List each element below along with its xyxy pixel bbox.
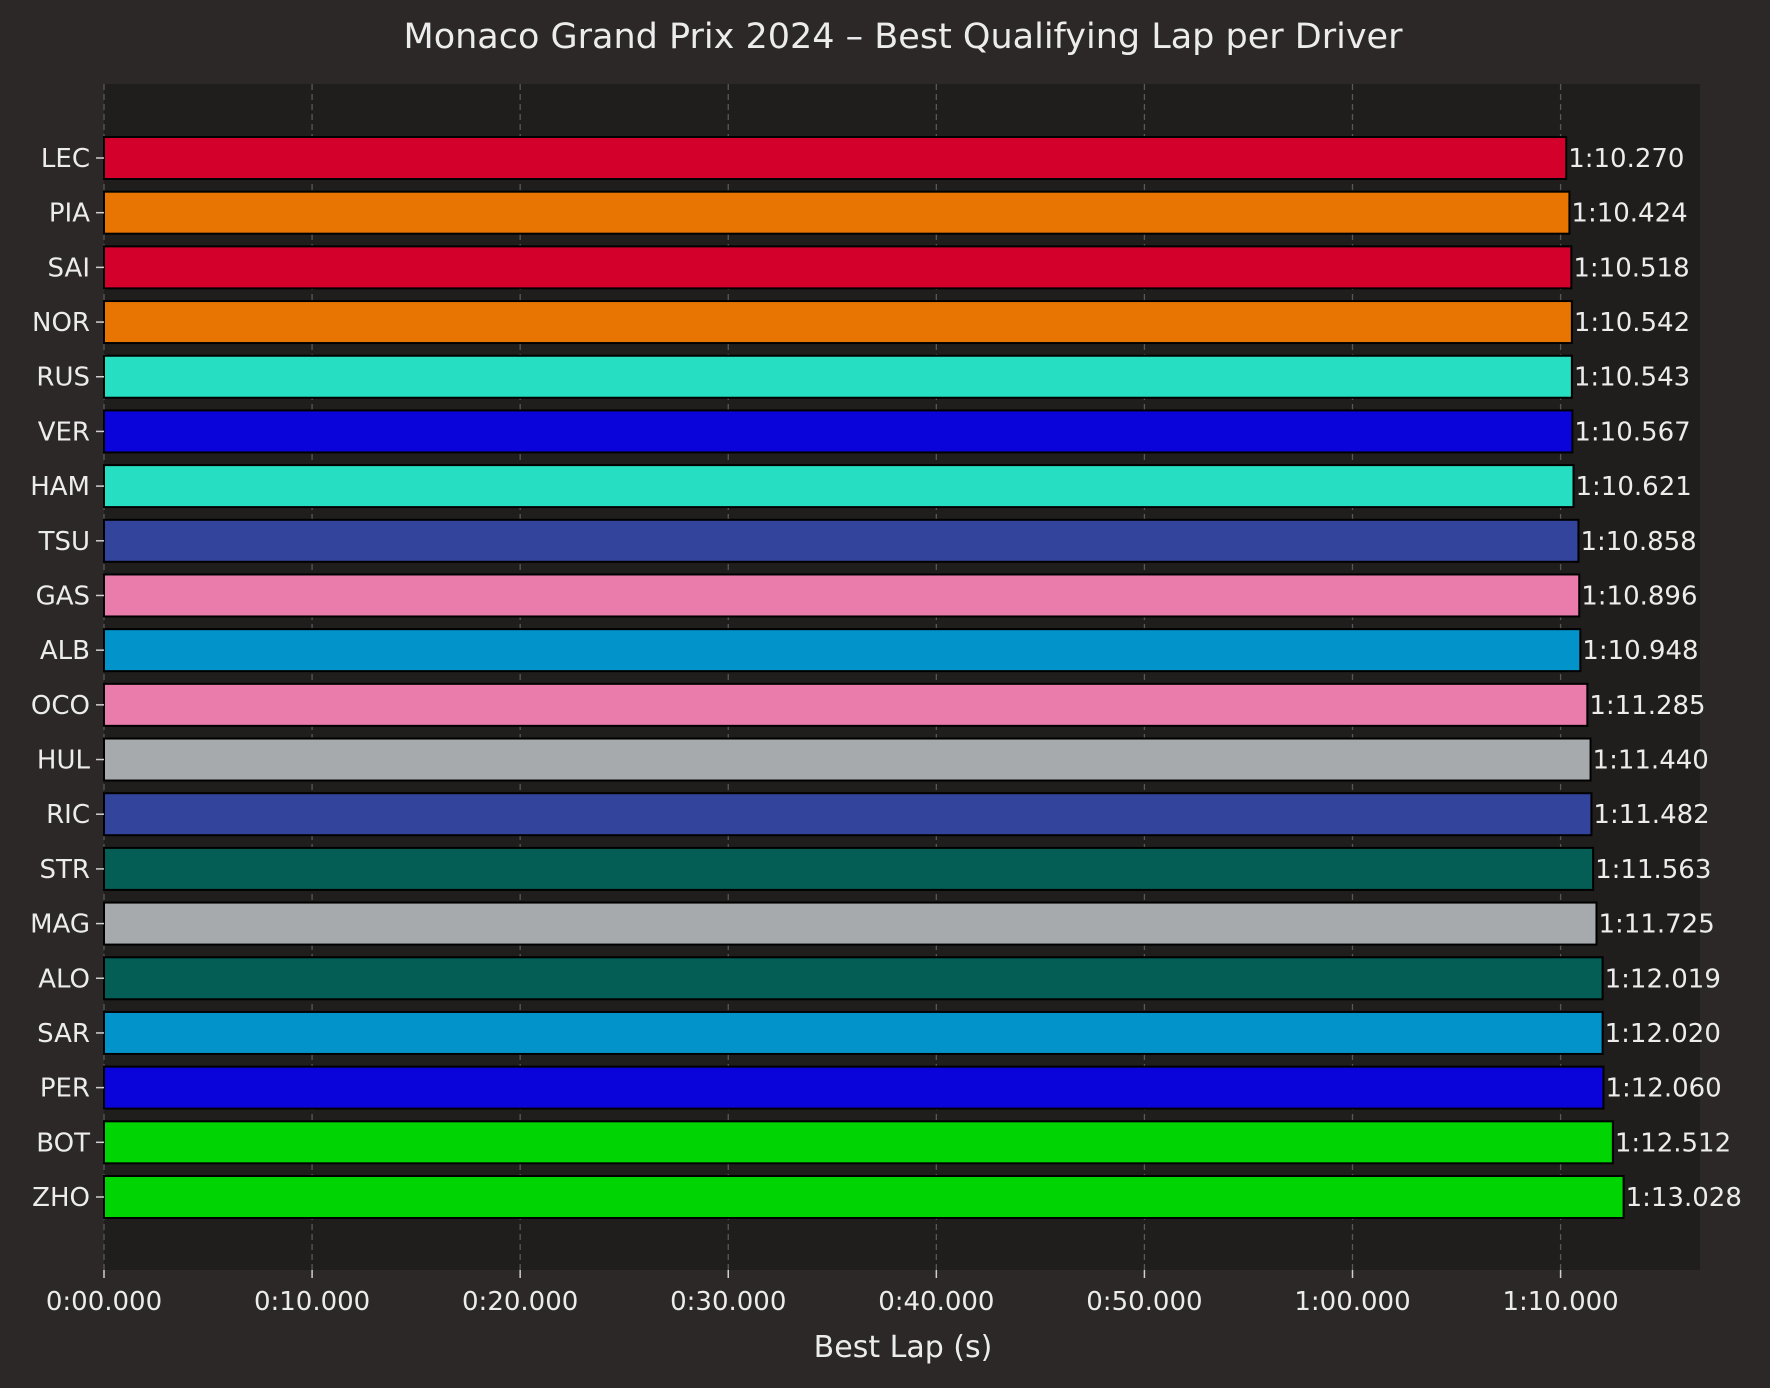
bar-bot	[103, 1120, 1614, 1165]
y-tick-label: TSU	[38, 527, 90, 557]
y-tick-label: ALB	[40, 636, 90, 666]
y-tick-label: GAS	[36, 581, 90, 611]
bar-pia	[103, 190, 1571, 235]
x-tick-label: 0:50.000	[1086, 1287, 1202, 1317]
bar-nor	[103, 300, 1573, 345]
x-tick-label: 0:20.000	[462, 1287, 578, 1317]
y-tick-label: BOT	[36, 1128, 90, 1158]
bar-zho	[103, 1175, 1625, 1219]
x-tick-label: 1:00.000	[1294, 1287, 1410, 1317]
y-tick-label: ZHO	[32, 1183, 90, 1213]
y-tick-label: STR	[40, 855, 90, 885]
y-tick-label: HUL	[37, 746, 91, 776]
data-label: 1:11.725	[1598, 910, 1714, 940]
data-label: 1:10.424	[1571, 199, 1687, 229]
bar-sai	[103, 245, 1573, 290]
y-tick-label: PER	[40, 1074, 90, 1104]
y-tick-label: RUS	[36, 363, 90, 393]
data-label: 1:11.563	[1595, 855, 1711, 885]
x-axis-label: Best Lap (s)	[814, 1330, 993, 1365]
data-label: 1:10.270	[1568, 144, 1684, 174]
data-label: 1:10.948	[1582, 636, 1698, 666]
data-label: 1:10.567	[1574, 417, 1690, 447]
bar-ric	[103, 792, 1593, 837]
bar-ver	[103, 409, 1574, 454]
bar-per	[103, 1065, 1605, 1110]
y-tick-label: RIC	[46, 800, 90, 830]
data-label: 1:10.543	[1574, 363, 1690, 393]
y-tick-label: SAI	[48, 253, 90, 283]
x-tick-label: 0:10.000	[254, 1287, 370, 1317]
data-label: 1:11.440	[1593, 746, 1709, 776]
data-label: 1:10.858	[1580, 527, 1696, 557]
y-tick-label: MAG	[30, 910, 90, 940]
data-label: 1:11.285	[1589, 691, 1705, 721]
chart-title: Monaco Grand Prix 2024 – Best Qualifying…	[404, 17, 1404, 57]
data-label: 1:10.518	[1573, 253, 1689, 283]
y-tick-label: PIA	[49, 199, 90, 229]
y-tick-label: ALO	[38, 964, 90, 994]
data-label: 1:12.512	[1615, 1128, 1731, 1158]
data-label: 1:12.019	[1605, 964, 1721, 994]
data-label: 1:10.621	[1576, 472, 1692, 502]
y-tick-label: OCO	[31, 691, 90, 721]
data-label: 1:12.060	[1605, 1074, 1721, 1104]
y-tick-label: HAM	[30, 472, 90, 502]
bar-mag	[103, 901, 1598, 946]
data-label: 1:10.896	[1581, 581, 1697, 611]
data-label: 1:13.028	[1626, 1183, 1742, 1213]
x-tick-label: 0:30.000	[670, 1287, 786, 1317]
data-label: 1:12.020	[1605, 1019, 1721, 1049]
bar-oco	[103, 682, 1589, 727]
bar-gas	[103, 573, 1581, 618]
bar-alo	[103, 956, 1604, 1001]
bar-alb	[103, 628, 1582, 673]
y-tick-label: SAR	[37, 1019, 90, 1049]
bar-str	[103, 846, 1595, 891]
bar-hul	[103, 737, 1592, 782]
x-tick-label: 0:00.000	[46, 1287, 162, 1317]
x-tick-label: 0:40.000	[878, 1287, 994, 1317]
bar-rus	[103, 354, 1573, 399]
data-label: 1:11.482	[1593, 800, 1709, 830]
y-tick-label: LEC	[41, 144, 90, 174]
bar-tsu	[103, 518, 1580, 563]
bar-ham	[103, 464, 1575, 509]
bar-sar	[103, 1010, 1604, 1055]
y-tick-label: VER	[38, 417, 90, 447]
y-tick-label: NOR	[32, 308, 90, 338]
data-label: 1:10.542	[1574, 308, 1690, 338]
bar-lec	[103, 136, 1568, 180]
x-tick-label: 1:10.000	[1502, 1287, 1618, 1317]
